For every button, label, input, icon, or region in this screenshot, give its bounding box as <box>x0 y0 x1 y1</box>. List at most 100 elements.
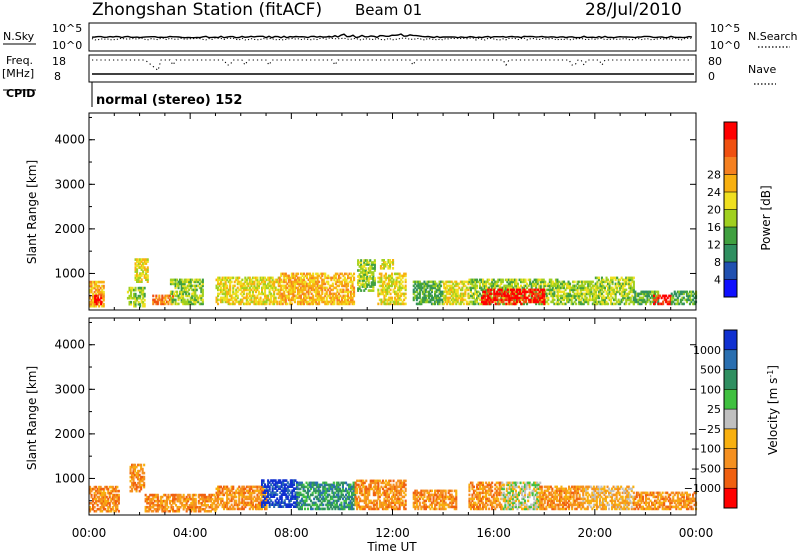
velocity-cell <box>178 509 181 513</box>
power-cell <box>594 296 597 300</box>
velocity-cell <box>357 501 360 505</box>
power-cell <box>298 282 301 286</box>
power-cell <box>262 278 265 282</box>
velocity-cell <box>280 481 283 484</box>
velocity-cell <box>90 507 93 511</box>
power-cell <box>137 280 140 283</box>
power-cell <box>543 296 546 300</box>
power-cell <box>685 290 688 294</box>
power-cell <box>603 286 606 290</box>
power-cell <box>324 274 327 278</box>
power-cell <box>256 278 259 282</box>
power-cell <box>387 265 390 268</box>
power-cell <box>316 302 319 306</box>
power-cell <box>251 276 254 280</box>
velocity-cell <box>102 491 105 495</box>
power-cell <box>585 288 588 292</box>
velocity-cell <box>297 495 300 499</box>
power-cell <box>632 298 635 302</box>
freq-panel-frame <box>88 54 697 83</box>
power-cell <box>625 292 628 296</box>
power-cell <box>668 302 671 306</box>
power-cell <box>535 280 538 284</box>
power-cell <box>327 282 330 286</box>
power-cell <box>220 286 223 290</box>
power-cell <box>319 272 322 276</box>
power-cell <box>654 292 657 296</box>
power-cell <box>331 284 334 288</box>
velocity-cell <box>359 499 362 503</box>
velocity-cell <box>334 507 337 511</box>
power-cell <box>265 302 268 306</box>
velocity-cell <box>282 501 285 504</box>
power-cell <box>130 296 133 300</box>
power-cell <box>537 300 540 304</box>
velocity-cell <box>227 497 230 501</box>
velocity-cell <box>349 483 352 487</box>
power-cell <box>343 300 346 304</box>
power-cell <box>244 276 247 280</box>
velocity-cell <box>297 503 300 507</box>
velocity-cell <box>250 499 253 503</box>
power-cell <box>450 294 453 298</box>
velocity-cell <box>92 505 95 509</box>
velocity-cell <box>354 499 357 503</box>
power-cell <box>629 296 632 300</box>
power-cell <box>501 290 504 294</box>
velocity-cell <box>188 503 191 507</box>
velocity-cell <box>205 505 208 509</box>
power-cell <box>309 298 312 302</box>
power-cell <box>186 298 189 302</box>
velocity-cell <box>218 491 221 495</box>
power-cell <box>395 278 398 282</box>
velocity-cell <box>311 493 314 497</box>
power-cell <box>500 298 503 302</box>
velocity-cell <box>335 503 338 507</box>
velocity-cell <box>359 489 362 493</box>
velocity-cell <box>341 489 344 493</box>
power-cell <box>620 286 623 290</box>
power-cell <box>367 271 370 274</box>
power-cell <box>479 282 482 286</box>
velocity-cell <box>138 489 141 493</box>
power-cell <box>369 277 372 280</box>
power-cell <box>89 296 92 300</box>
power-cell <box>304 286 307 290</box>
power-cell <box>251 300 254 304</box>
power-cell <box>535 298 538 302</box>
velocity-cell <box>206 503 209 507</box>
power-cell <box>572 284 575 288</box>
power-colorbar-tick-label: 8 <box>714 256 721 269</box>
power-cell <box>370 289 373 292</box>
power-cell <box>303 294 306 298</box>
velocity-cell <box>365 501 368 505</box>
power-cell <box>602 300 605 304</box>
velocity-cell <box>99 493 102 497</box>
power-cell <box>292 292 295 296</box>
power-cell <box>506 296 509 300</box>
power-cell <box>531 288 534 292</box>
power-cell <box>140 274 143 277</box>
power-cell <box>498 284 501 288</box>
freq-tick-top: 18 <box>52 55 66 68</box>
velocity-cell <box>292 481 295 484</box>
velocity-cell <box>245 485 248 489</box>
freq-label: Freq. <box>6 54 33 67</box>
power-cell <box>136 280 139 283</box>
power-cell <box>471 296 474 300</box>
velocity-cell <box>101 501 104 505</box>
power-cell <box>673 302 676 306</box>
power-cell <box>505 290 508 294</box>
velocity-cell <box>155 509 158 513</box>
power-cell <box>268 280 271 284</box>
power-cell <box>142 304 145 308</box>
velocity-cell <box>131 477 134 481</box>
power-cell <box>136 260 139 263</box>
power-cell <box>663 298 666 302</box>
power-cell <box>440 284 443 288</box>
power-cell <box>693 296 696 300</box>
power-cell <box>613 276 616 280</box>
velocity-cell <box>289 485 292 488</box>
velocity-cell <box>165 499 168 503</box>
power-cell <box>607 302 610 306</box>
